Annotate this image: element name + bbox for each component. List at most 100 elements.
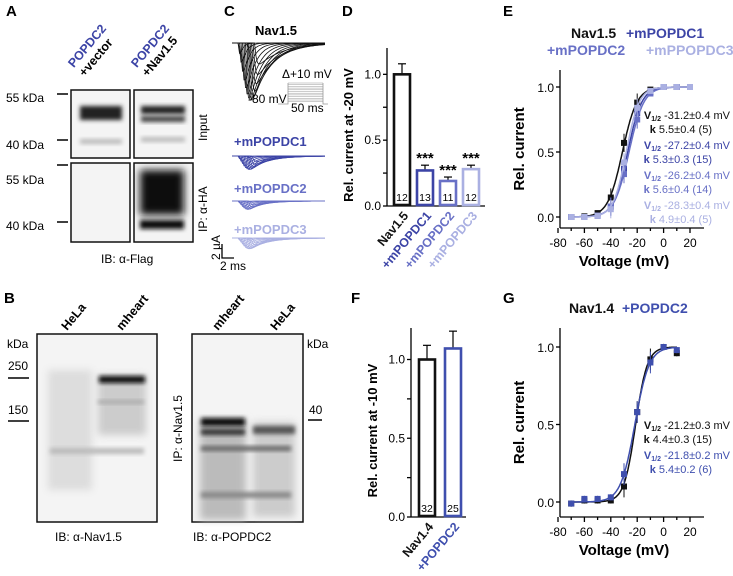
current-trace [232,237,325,243]
n-label: 12 [396,192,408,204]
bar [438,179,458,207]
k-annotation: k 4.4±0.3 (15) [644,434,712,446]
lane-hela: HeLa [59,300,90,333]
step-label: Δ+10 mV [282,67,332,81]
scale-y-label: 2 µA [209,235,223,260]
ib-label: IB: α-Flag [101,252,153,266]
trace-label-mpopdc3: +mPOPDC3 [234,222,307,237]
x-tick-label: -40 [602,525,620,539]
marker-55kda: 55 kDa [6,91,44,105]
k-annotation: k 5.3±0.3 (15) [644,154,712,166]
protocol-outline [278,83,328,105]
bar [417,358,437,518]
lane-header-nav15: POPDC2 +Nav1.5 [128,22,180,79]
trace-label-mpopdc1: +mPOPDC1 [234,134,307,149]
lane-hela: HeLa [268,300,299,333]
data-point [607,206,614,213]
chart-g: 0.0 0.5 1.0 -80 -60 -40 -20 0 20 Voltage (mV) Rel.… [511,300,731,559]
data-point [647,359,654,366]
vhalf-annotation: V1/2 -31.2±0.4 mV [644,110,731,123]
bar [461,167,481,207]
scale-x-label: 2 ms [220,259,246,273]
data-point [581,214,588,220]
k-annotation: k 5.4±0.2 (6) [650,464,712,476]
panel-letter-c: C [224,3,235,20]
k-annotation: k 4.9±0.4 (5) [650,214,712,226]
x-tick-label: -80 [549,236,567,250]
data-point [673,347,680,354]
fit-curve [571,86,690,218]
marker-40kda: 40 kDa [6,138,44,152]
data-point [647,87,654,94]
y-tick-label: 1.0 [388,353,405,367]
data-point [634,116,641,123]
data-point [594,495,601,502]
legend-title: Nav1.5 [571,25,616,41]
row-label-ip: IP: α-HA [196,186,210,232]
blot-ip-nav15 [133,162,194,243]
x-tick-label: 20 [683,236,697,250]
significance-label: *** [439,162,457,179]
blot-popdc2 [191,333,304,523]
significance-label: *** [462,150,480,167]
y-tick-label: 0.0 [537,496,554,510]
k-annotation: k 5.6±0.4 (14) [644,184,712,196]
legend-title: +mPPOPDC3 [646,42,733,58]
significance-label: *** [416,150,434,167]
ib-label-nav15: IB: α-Nav1.5 [55,530,122,544]
current-trace [232,42,326,65]
row-label-input: Input [196,114,210,141]
vhalf-annotation: V1/2 -21.8±0.2 mV [644,450,731,463]
x-tick-label: -60 [576,236,594,250]
current-trace [232,42,325,99]
kda-label: kDa [307,337,329,351]
n-label: 12 [465,192,477,204]
data-point [673,84,680,90]
y-tick-label: 1.0 [537,81,554,95]
y-tick-label: 0.5 [537,146,554,160]
data-point [568,214,575,220]
data-point [660,84,667,90]
fit-curve [571,86,690,218]
data-point [660,344,667,350]
n-label: 32 [421,503,433,515]
data-point [634,409,641,416]
data-point [687,84,693,90]
y-axis-label: Rel. current [511,381,528,464]
y-tick-label: 0.5 [537,419,554,433]
current-trace [232,42,326,100]
legend-title: +mPOPDC1 [626,25,704,41]
data-point [634,104,641,111]
current-trace [232,200,325,206]
duration-label: 50 ms [291,101,324,115]
data-point [607,494,614,501]
marker-55kda: 55 kDa [6,173,44,187]
panel-letter-b: B [4,290,15,307]
panel-a: A POPDC2 +vector POPDC2 +Nav1.5 55 kDa 4… [6,3,210,266]
data-point [621,159,627,166]
x-axis-label: Voltage (mV) [579,542,670,559]
marker-40kda: 40 kDa [6,219,44,233]
n-label: 13 [419,192,431,204]
legend-title: +mPOPDC2 [547,42,625,58]
blot-input-nav15 [133,89,194,159]
chart-e: 0.0 0.5 1.0 -80 -60 -40 -20 0 20 Voltage (mV) Rel.… [511,25,733,270]
current-trace [232,42,326,101]
panel-c: C Nav1.5 Δ+10 mV -80 mV 50 ms +mPOPDC1 +… [209,3,332,273]
k-annotation: k 5.5±0.4 (5) [650,124,712,136]
x-tick-label: 20 [683,525,697,539]
panel-letter-f: F [351,290,360,307]
vhalf-annotation: V1/2 -21.2±0.3 mV [644,420,731,433]
x-tick-label: 0 [660,525,667,539]
marker-40: 40 [309,403,323,417]
trace-title-nav15: Nav1.5 [255,23,297,38]
blot-nav15 [36,333,158,523]
bar [443,347,463,518]
x-tick-label: -80 [549,525,567,539]
y-tick-label: 0.0 [537,211,554,225]
lane-header-vector: POPDC2 +vector [65,22,115,79]
current-trace [232,155,325,162]
